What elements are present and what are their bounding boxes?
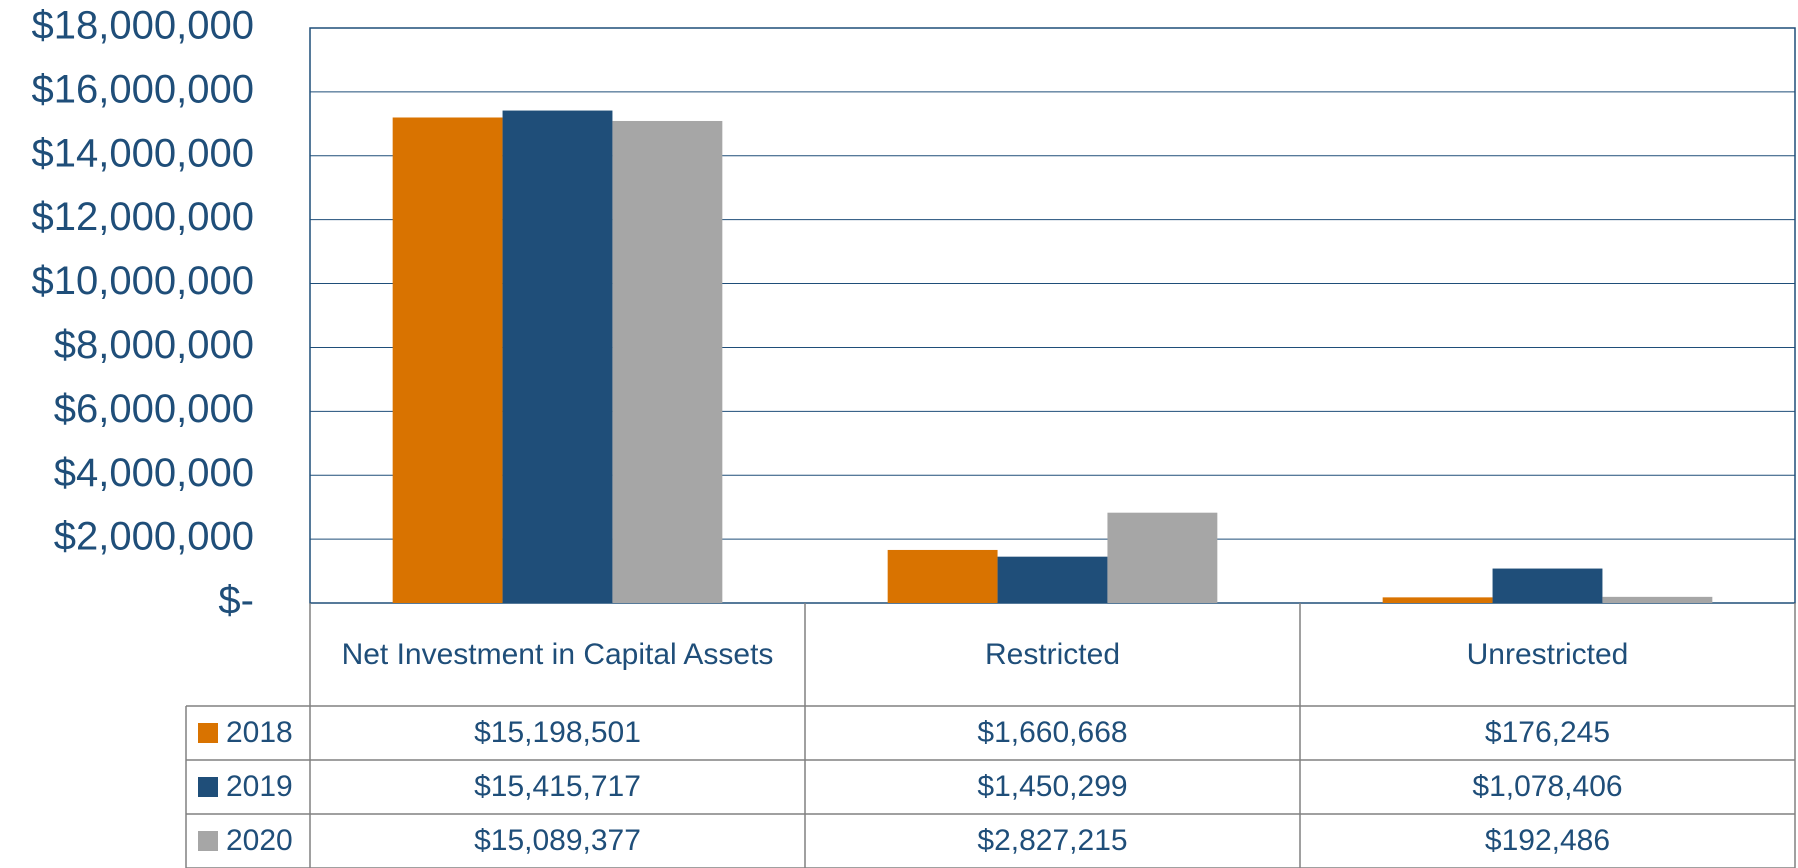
table-value: $1,660,668: [977, 716, 1128, 749]
category-label: Restricted: [984, 637, 1121, 671]
legend-swatch: [198, 831, 218, 851]
category-label-box: Restricted: [984, 637, 1121, 671]
table-value: $15,089,377: [474, 824, 641, 857]
table-value: $192,486: [1484, 824, 1611, 857]
legend-label: 2019: [226, 770, 293, 803]
y-tick-label: $8,000,000: [54, 323, 254, 367]
y-tick-label: $4,000,000: [54, 451, 254, 495]
category-label: Net Investment in Capital Assets: [341, 637, 774, 671]
y-tick-label: $10,000,000: [32, 259, 254, 303]
y-tick-label: $-: [218, 579, 254, 623]
table-value: $1,450,299: [977, 770, 1128, 803]
table-value-box: $176,245: [1484, 716, 1611, 749]
table-value: $2,827,215: [977, 824, 1128, 857]
bar: [1602, 596, 1713, 603]
table-value-box: $192,486: [1484, 824, 1611, 857]
legend-label: 2020: [226, 824, 293, 857]
category-label-box: Unrestricted: [1466, 637, 1629, 671]
legend-swatch: [198, 723, 218, 743]
table-value-box: $15,089,377: [474, 824, 641, 857]
table-value: $15,198,501: [474, 716, 641, 749]
bar: [1382, 597, 1493, 603]
bar: [1492, 568, 1603, 603]
bar: [612, 120, 723, 603]
table-value: $176,245: [1484, 716, 1611, 749]
y-tick-label: $18,000,000: [32, 4, 254, 48]
bar: [887, 549, 998, 603]
y-tick-label: $6,000,000: [54, 387, 254, 431]
table-value-box: $1,660,668: [977, 716, 1128, 749]
table-value-box: $2,827,215: [977, 824, 1128, 857]
bar: [997, 556, 1108, 603]
category-label-box: Net Investment in Capital Assets: [341, 637, 774, 671]
table-value-box: $15,198,501: [474, 716, 641, 749]
y-tick-label: $16,000,000: [32, 67, 254, 111]
y-tick-label: $2,000,000: [54, 515, 254, 559]
legend-swatch: [198, 777, 218, 797]
bar: [1107, 512, 1218, 603]
category-label: Unrestricted: [1466, 637, 1629, 671]
table-value-box: $1,078,406: [1472, 770, 1623, 803]
table-value-box: $1,450,299: [977, 770, 1128, 803]
table-value: $1,078,406: [1472, 770, 1623, 803]
y-tick-label: $12,000,000: [32, 195, 254, 239]
table-value-box: $15,415,717: [474, 770, 641, 803]
table-value: $15,415,717: [474, 770, 641, 803]
legend-label: 2018: [226, 716, 293, 749]
bar: [502, 110, 613, 604]
bar: [392, 117, 503, 603]
y-tick-label: $14,000,000: [32, 131, 254, 175]
